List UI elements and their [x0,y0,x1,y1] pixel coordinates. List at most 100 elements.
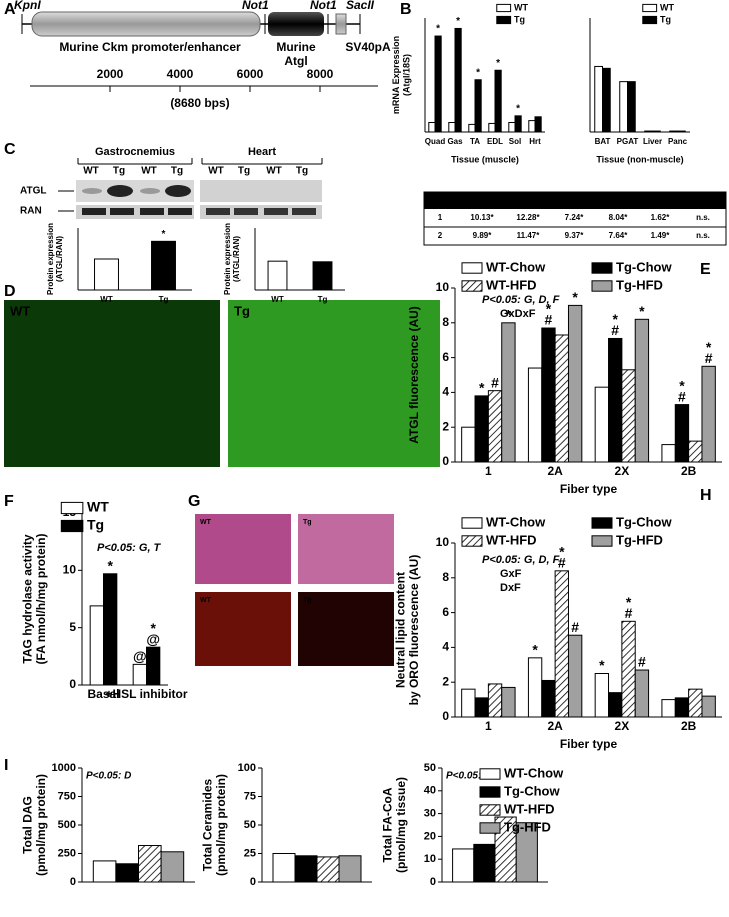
bar [501,686,516,718]
bar [448,122,456,133]
table-cell: 10.13* [470,213,494,222]
site-label: Not1 [310,0,337,12]
bar [488,122,496,133]
bar [669,130,678,133]
bar [508,122,516,133]
bar [644,130,653,133]
lane-label: Tg [171,166,183,177]
significance-marker: # [678,388,686,404]
bar [594,386,610,463]
legend-swatch [496,3,512,13]
micrograph-wt [4,300,220,467]
legend-swatch [461,280,483,292]
legend-swatch [479,786,501,798]
lane-label: Tg [296,166,308,177]
bar [89,605,104,686]
bar [652,130,661,133]
y-axis-label: mRNA Expression [391,36,401,114]
bar [146,646,161,686]
legend-swatch [479,822,501,834]
table-cell: 1.49* [651,231,671,240]
bar [621,620,636,718]
bar [312,261,333,291]
micrograph-label: Tg [234,303,250,318]
element-label: SV40pA [345,40,391,54]
annotation: GxDxF [500,308,536,320]
legend-swatch [479,768,501,780]
y-tick-label: 500 [58,819,76,831]
y-axis-label: Total FA-CoA [380,787,394,862]
y-tick-label: 10 [436,535,450,549]
bar [473,843,496,883]
significance-marker: * [150,620,156,636]
significance-marker: @ [146,631,160,647]
y-axis-label: by ORO fluorescence (AU) [407,555,421,706]
legend-swatch [591,517,613,529]
legend-label: Tg [660,14,671,24]
legend-swatch [479,804,501,816]
y-axis-label: Total Ceramides [200,778,214,871]
bar [487,390,503,463]
lane-label: WT [83,166,99,177]
x-tick-label: Panc [668,137,688,146]
y-tick-label: 50 [424,762,436,774]
bar [594,65,603,133]
table-cell: 2 [438,231,443,240]
legend-label: Tg-Chow [616,514,672,529]
x-axis-label: Tissue (muscle) [451,154,519,164]
y-tick-label: 10 [63,563,77,577]
table-cell: n.s. [696,213,710,222]
y-tick-label: 25 [244,847,256,859]
bar [160,851,185,883]
table-cell: 11.47* [517,231,541,240]
y-tick-label: 0 [442,454,449,468]
bar [267,260,288,291]
annotation: P<0.05: G, D, F [482,554,560,566]
bar [501,322,516,463]
tissue-label: Gastrocnemius [95,146,175,158]
significance-marker: * [626,594,632,610]
bar [138,845,162,883]
annotation: P<0.05: D [446,771,491,782]
y-axis-label: Total DAG [20,796,34,854]
bar [688,688,703,718]
bar [619,81,628,133]
y-tick-label: 20 [424,830,436,842]
y-tick-label: 6 [442,350,449,364]
lane-label: Tg [113,166,125,177]
table-header: Quad [472,196,493,205]
bar [452,848,475,883]
bar [634,669,650,718]
legend-swatch [461,517,483,529]
table-cell: 12.28* [516,213,540,222]
significance-marker: * [456,16,460,27]
bar [674,697,690,718]
panel-label: E [700,261,711,278]
y-axis-label: Neutral lipid content [393,572,407,688]
bar [151,240,176,291]
significance-marker: # [545,312,553,328]
lane-label: WT [266,166,282,177]
legend-swatch [496,15,512,25]
legend-label: WT-Chow [504,765,564,780]
y-axis-label: (pmol/mg tissue) [394,777,408,873]
bar [701,365,716,463]
y-axis-label: Protein expression [46,223,55,295]
y-axis-label: (pmol/mg protein) [34,774,48,876]
x-tick-label: TA [470,137,480,146]
panel-label: F [4,493,14,510]
micrograph-he-tg [298,514,394,584]
bar [677,130,686,133]
x-tick-label: BAT [595,137,611,146]
x-axis-label: Fiber type [560,482,618,496]
y-tick-label: 4 [442,385,449,399]
significance-marker: * [599,657,605,673]
x-tick-label: 2X [615,464,630,478]
legend-label: WT-HFD [486,277,537,292]
western-blot [58,158,323,219]
scale-tick-label: 2000 [97,67,124,81]
bar [474,79,482,133]
legend-label: WT-Chow [486,514,546,529]
x-tick-label: WT [271,295,284,304]
x-tick-label: PGAT [617,137,639,146]
